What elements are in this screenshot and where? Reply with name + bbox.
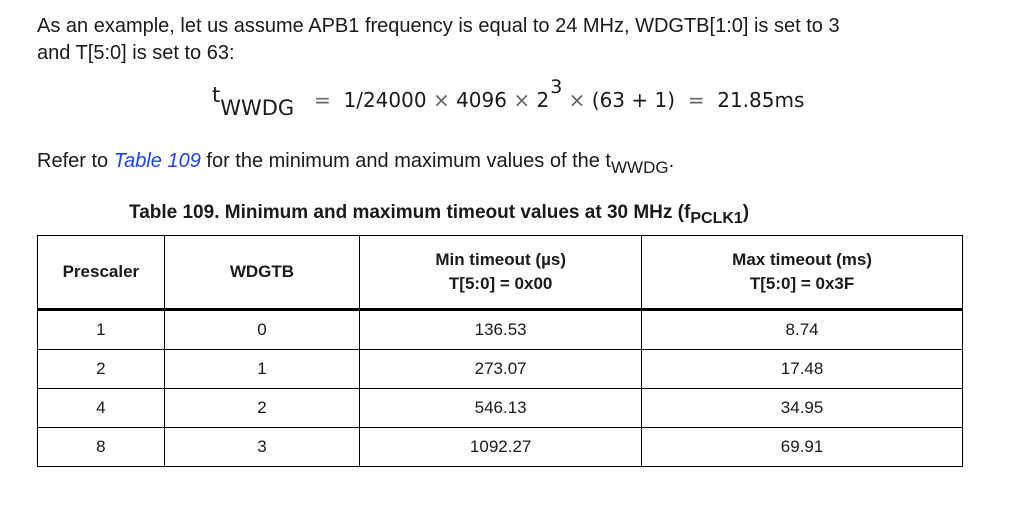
header-min-timeout: Min timeout (µs) T[5:0] = 0x00 <box>359 235 643 310</box>
cell-max: 69.91 <box>641 427 963 467</box>
cell-wdgtb: 1 <box>163 349 361 389</box>
cell-prescaler: 8 <box>37 427 165 467</box>
header-max-timeout: Max timeout (ms) T[5:0] = 0x3F <box>641 235 963 310</box>
cell-max: 17.48 <box>641 349 963 389</box>
intro-line-2: and T[5:0] is set to 63: <box>37 42 235 64</box>
cell-wdgtb: 2 <box>163 388 361 428</box>
cell-min: 136.53 <box>359 309 643 350</box>
timeout-table: Prescaler WDGTB Min timeout (µs) T[5:0] =… <box>37 235 963 467</box>
cell-min: 546.13 <box>359 388 643 428</box>
timeout-formula: tWWDG = 1/24000 × 4096 × 23 × (63 + 1) =… <box>212 72 852 128</box>
cell-wdgtb: 0 <box>163 309 361 350</box>
cell-min: 1092.27 <box>359 427 643 467</box>
intro-line-1: As an example, let us assume APB1 freque… <box>37 15 840 37</box>
cell-max: 8.74 <box>641 309 963 350</box>
table-header-row: Prescaler WDGTB Min timeout (µs) T[5:0] =… <box>37 235 963 310</box>
table-row: 1 0 136.53 8.74 <box>37 309 963 350</box>
cell-max: 34.95 <box>641 388 963 428</box>
cell-prescaler: 1 <box>37 309 165 350</box>
formula-exponent: 3 <box>550 76 563 98</box>
intro-paragraph: As an example, let us assume APB1 freque… <box>37 13 987 67</box>
table-row: 8 3 1092.27 69.91 <box>37 427 963 467</box>
formula-lhs: tWWDG <box>212 83 295 120</box>
header-prescaler: Prescaler <box>37 235 165 310</box>
formula-result: 21.85ms <box>717 88 805 112</box>
cell-wdgtb: 3 <box>163 427 361 467</box>
table-row: 4 2 546.13 34.95 <box>37 388 963 428</box>
cell-prescaler: 2 <box>37 349 165 389</box>
header-wdgtb: WDGTB <box>163 235 361 310</box>
table-row: 2 1 273.07 17.48 <box>37 349 963 389</box>
cell-min: 273.07 <box>359 349 643 389</box>
cell-prescaler: 4 <box>37 388 165 428</box>
table-caption: Table 109. Minimum and maximum timeout v… <box>129 202 750 227</box>
formula-rhs: = 1/24000 × 4096 × 23 × (63 + 1) = 21.85… <box>314 76 805 112</box>
reference-sentence: Refer to Table 109 for the minimum and m… <box>37 150 675 177</box>
table-109-link[interactable]: Table 109 <box>113 150 201 172</box>
